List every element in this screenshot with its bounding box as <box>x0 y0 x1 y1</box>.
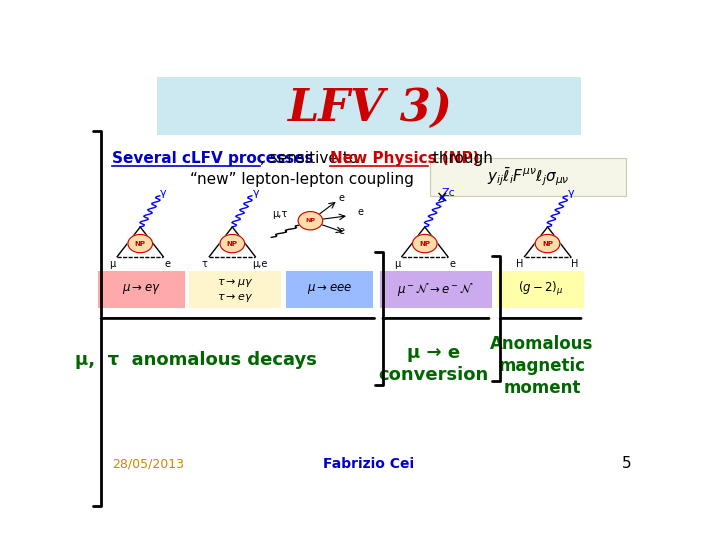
Circle shape <box>220 234 245 253</box>
Text: Several cLFV processes: Several cLFV processes <box>112 151 314 166</box>
Circle shape <box>298 212 323 230</box>
Text: $\mu \rightarrow eee$: $\mu \rightarrow eee$ <box>307 282 352 296</box>
FancyBboxPatch shape <box>189 271 282 308</box>
Text: NP: NP <box>305 218 315 223</box>
FancyBboxPatch shape <box>380 271 492 308</box>
Circle shape <box>413 234 437 253</box>
FancyBboxPatch shape <box>431 158 626 196</box>
Text: e: e <box>338 193 344 203</box>
Text: τ: τ <box>202 259 208 269</box>
Text: μ: μ <box>109 259 116 269</box>
Text: LFV 3): LFV 3) <box>287 87 451 130</box>
Text: μ: μ <box>394 259 400 269</box>
Text: NP: NP <box>135 241 145 247</box>
Text: e: e <box>338 226 344 236</box>
Text: $\mu^-\mathcal{N} \rightarrow e^-\mathcal{N}$: $\mu^-\mathcal{N} \rightarrow e^-\mathca… <box>397 281 474 298</box>
Text: e: e <box>358 207 364 218</box>
Text: H: H <box>572 259 579 269</box>
Text: Anomalous
magnetic
moment: Anomalous magnetic moment <box>490 335 594 397</box>
Text: through: through <box>428 151 492 166</box>
Text: μ → e
conversion: μ → e conversion <box>378 344 488 384</box>
Text: γ: γ <box>567 188 575 198</box>
Text: Zc: Zc <box>441 188 455 198</box>
Text: $\tau \rightarrow e\gamma$: $\tau \rightarrow e\gamma$ <box>217 292 253 303</box>
Text: γ: γ <box>253 188 259 198</box>
Text: NP: NP <box>419 241 431 247</box>
Text: e: e <box>449 259 455 269</box>
FancyBboxPatch shape <box>157 77 581 136</box>
Text: NP: NP <box>227 241 238 247</box>
Text: $\mu \rightarrow e\gamma$: $\mu \rightarrow e\gamma$ <box>122 282 161 296</box>
Text: New Physics (NP): New Physics (NP) <box>330 151 480 166</box>
Text: $y_{ij}\bar{\ell}_i F^{\mu\nu} \ell_j \sigma_{\mu\nu}$: $y_{ij}\bar{\ell}_i F^{\mu\nu} \ell_j \s… <box>487 166 570 188</box>
Text: ×: × <box>436 191 449 206</box>
Circle shape <box>128 234 153 253</box>
Text: γ: γ <box>161 188 167 198</box>
FancyBboxPatch shape <box>287 271 373 308</box>
Text: Fabrizio Cei: Fabrizio Cei <box>323 457 415 471</box>
FancyBboxPatch shape <box>498 271 584 308</box>
Text: μ,  τ  anomalous decays: μ, τ anomalous decays <box>75 351 317 369</box>
FancyBboxPatch shape <box>99 271 185 308</box>
Text: H: H <box>516 259 523 269</box>
Text: 28/05/2013: 28/05/2013 <box>112 457 184 470</box>
Text: NP: NP <box>542 241 553 247</box>
Text: $(g-2)_\mu$: $(g-2)_\mu$ <box>518 280 563 298</box>
Text: μ,e: μ,e <box>252 259 267 269</box>
Text: e: e <box>165 259 171 269</box>
Circle shape <box>535 234 560 253</box>
Text: $\tau \rightarrow \mu\gamma$: $\tau \rightarrow \mu\gamma$ <box>217 276 253 288</box>
Text: μ,τ: μ,τ <box>272 210 287 219</box>
Text: , sensitive to: , sensitive to <box>260 151 363 166</box>
Text: “new” lepton-lepton coupling: “new” lepton-lepton coupling <box>190 172 414 187</box>
Text: 5: 5 <box>621 456 631 471</box>
